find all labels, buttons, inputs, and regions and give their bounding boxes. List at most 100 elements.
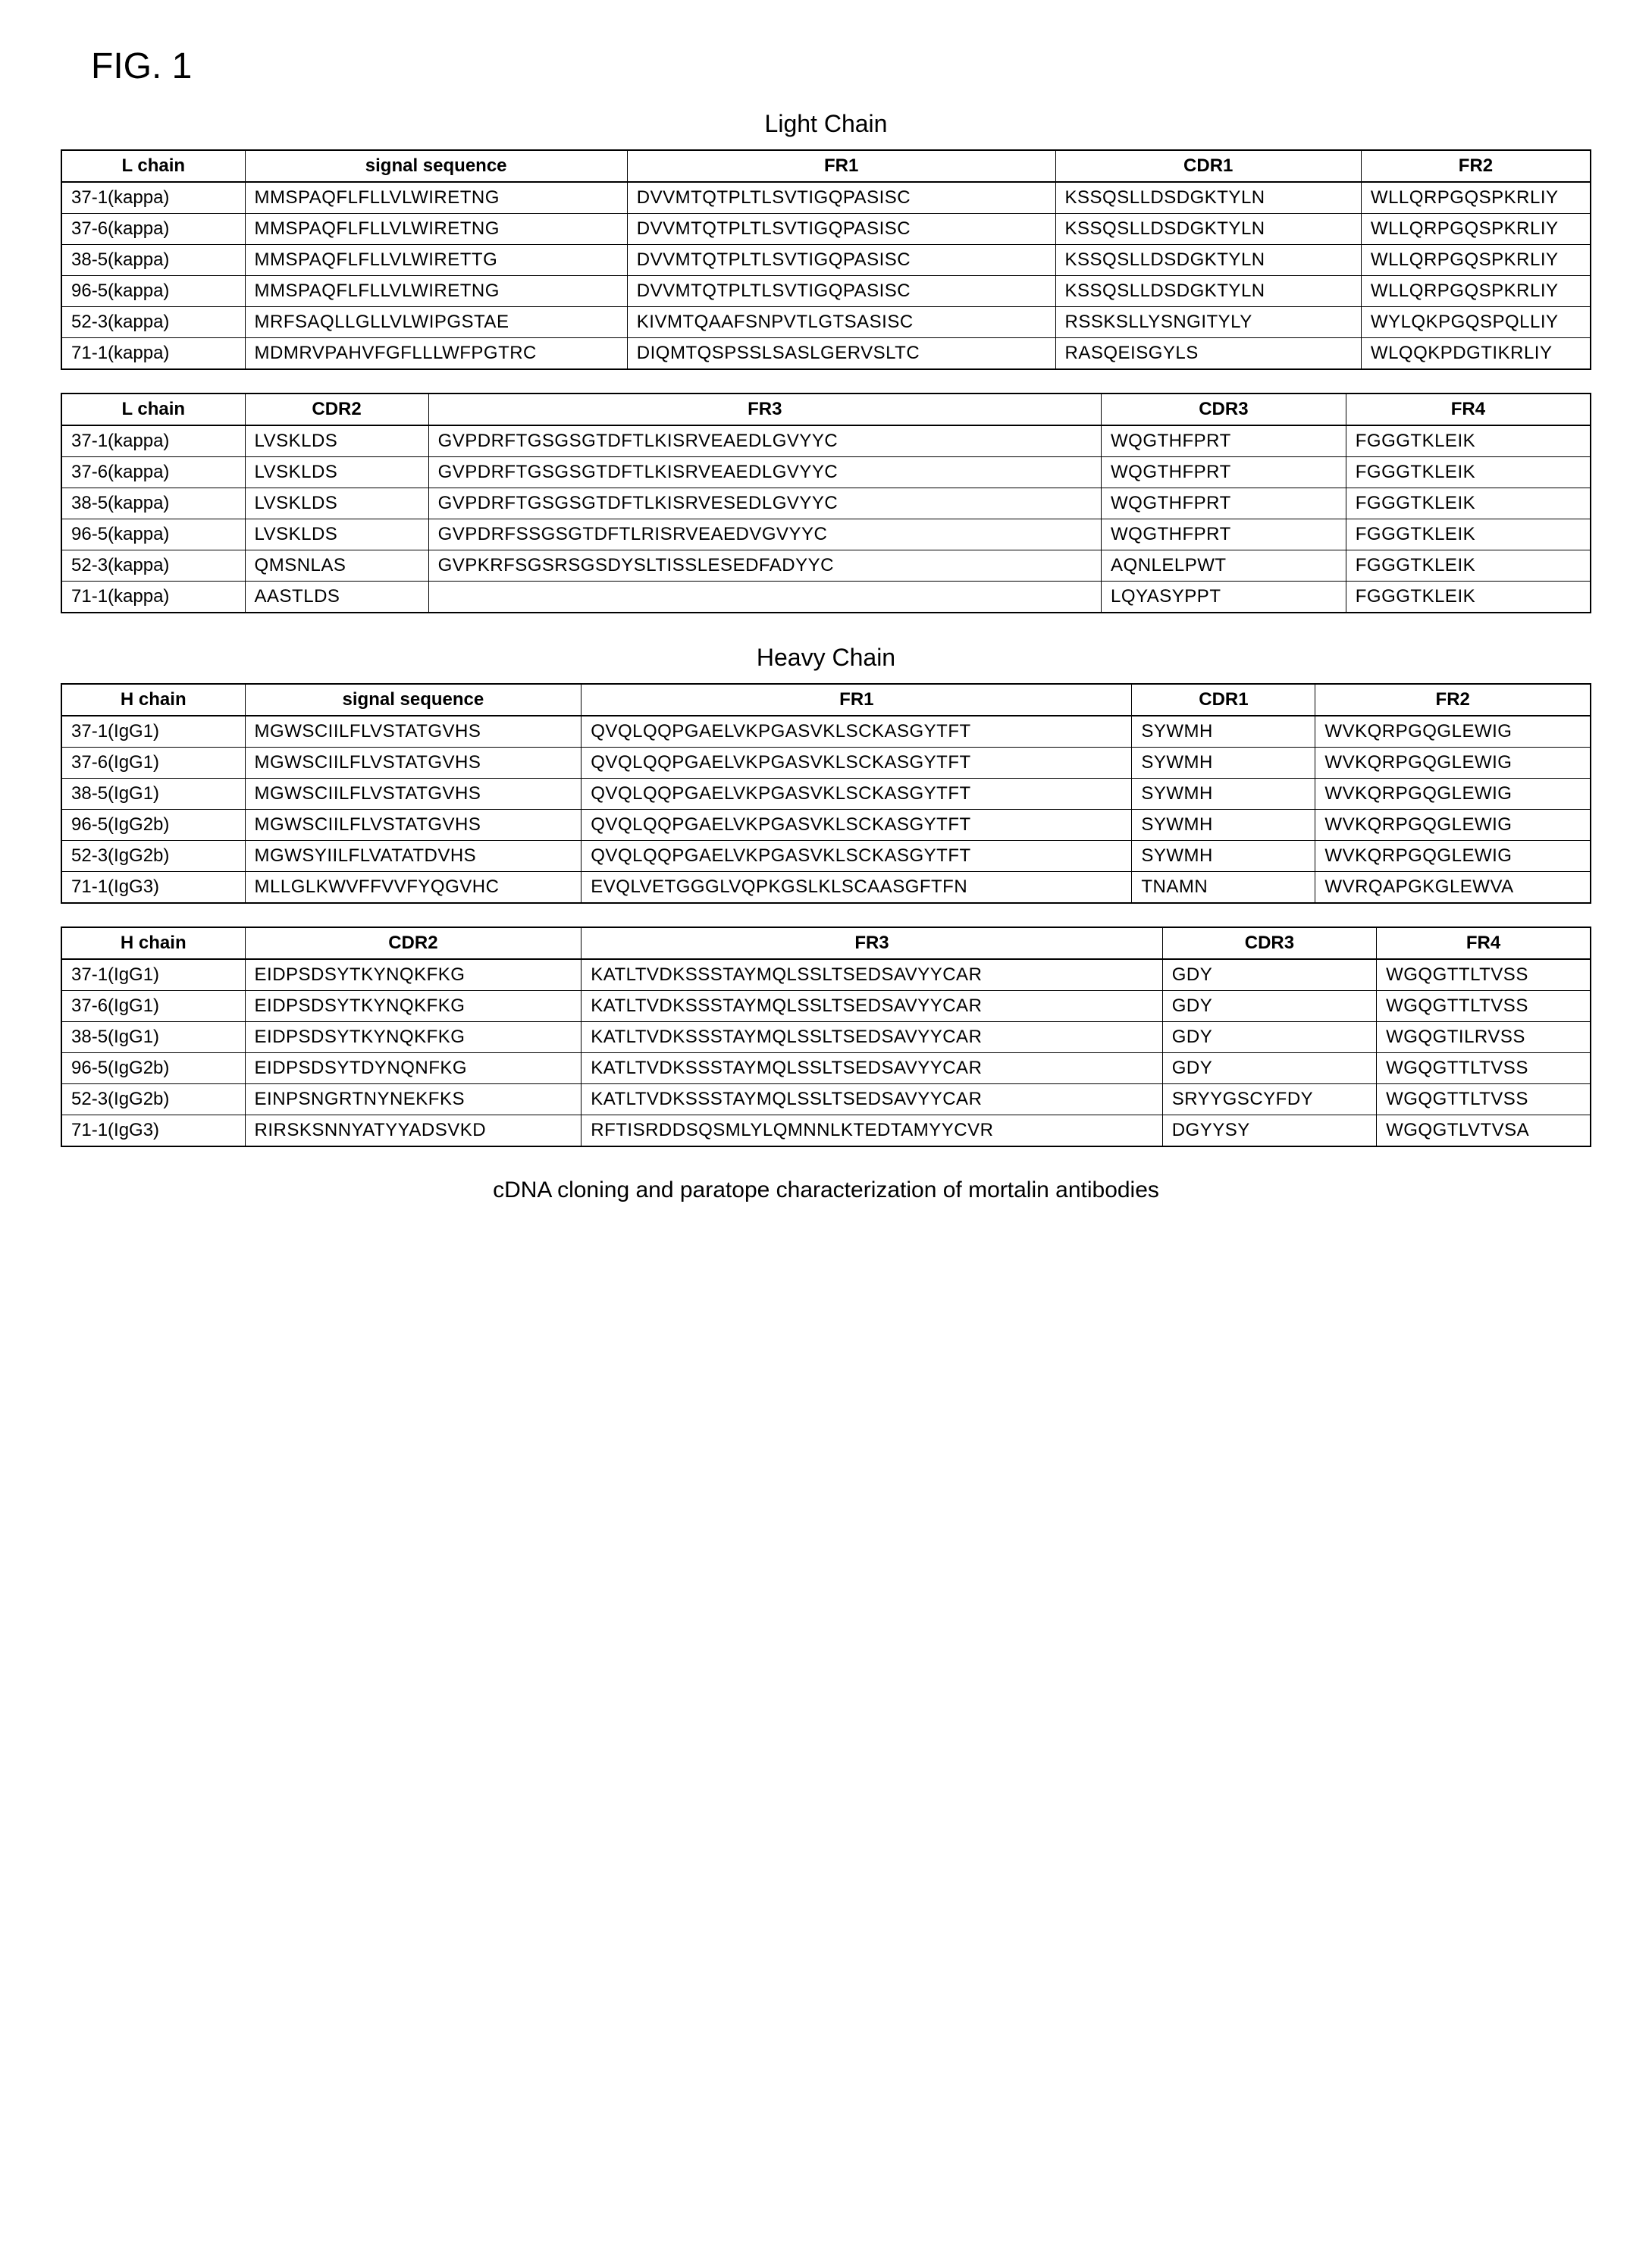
sequence-cell: WYLQKPGQSPQLLIY	[1361, 307, 1591, 338]
sequence-cell: GVPDRFSSGSGTDFTLRISRVEAEDVGVYYC	[428, 519, 1101, 550]
sequence-cell: MMSPAQFLFLLVLWIRETNG	[245, 276, 627, 307]
sequence-cell: WGQGTTLTVSS	[1377, 1053, 1591, 1084]
table-row: 96-5(kappa)LVSKLDSGVPDRFSSGSGTDFTLRISRVE…	[61, 519, 1591, 550]
table-header-row: L chainCDR2FR3CDR3FR4	[61, 394, 1591, 425]
sequence-cell: WLQQKPDGTIKRLIY	[1361, 338, 1591, 370]
sequence-cell: LVSKLDS	[245, 488, 428, 519]
sequence-cell: KATLTVDKSSSTAYMQLSSLTSEDSAVYYCAR	[581, 1084, 1162, 1115]
column-header: CDR1	[1055, 150, 1361, 182]
table-row: 38-5(IgG1)EIDPSDSYTKYNQKFKGKATLTVDKSSSTA…	[61, 1022, 1591, 1053]
sequence-cell: GDY	[1162, 959, 1376, 991]
column-header: FR4	[1346, 394, 1591, 425]
sequence-cell: GVPDRFTGSGSGTDFTLKISRVESEDLGVYYC	[428, 488, 1101, 519]
sequence-cell: FGGGTKLEIK	[1346, 550, 1591, 582]
table-row: 37-1(IgG1)EIDPSDSYTKYNQKFKGKATLTVDKSSSTA…	[61, 959, 1591, 991]
column-header: FR3	[581, 927, 1162, 959]
sequence-cell: WGQGTILRVSS	[1377, 1022, 1591, 1053]
sequence-cell: SYWMH	[1132, 779, 1315, 810]
heavy-chain-tables: H chainsignal sequenceFR1CDR1FR237-1(IgG…	[61, 683, 1591, 1147]
sequence-cell: QVQLQQPGAELVKPGASVKLSCKASGYTFT	[581, 841, 1132, 872]
sequence-cell: WGQGTTLTVSS	[1377, 1084, 1591, 1115]
sequence-cell: MMSPAQFLFLLVLWIRETNG	[245, 182, 627, 214]
sequence-cell: WLLQRPGQSPKRLIY	[1361, 245, 1591, 276]
chain-label-cell: 52-3(IgG2b)	[61, 841, 245, 872]
sequence-cell: LVSKLDS	[245, 519, 428, 550]
sequence-cell: SYWMH	[1132, 841, 1315, 872]
sequence-cell: SRYYGSCYFDY	[1162, 1084, 1376, 1115]
column-header: H chain	[61, 684, 245, 716]
heavy-table-2: H chainCDR2FR3CDR3FR437-1(IgG1)EIDPSDSYT…	[61, 927, 1591, 1147]
sequence-cell: MMSPAQFLFLLVLWIRETNG	[245, 214, 627, 245]
column-header: FR2	[1315, 684, 1591, 716]
sequence-cell: RASQEISGYLS	[1055, 338, 1361, 370]
column-header: L chain	[61, 150, 245, 182]
sequence-cell: KSSQSLLDSDGKTYLN	[1055, 214, 1361, 245]
sequence-cell: MLLGLKWVFFVVFYQGVHC	[245, 872, 581, 904]
sequence-cell: WGQGTLVTVSA	[1377, 1115, 1591, 1147]
sequence-cell: FGGGTKLEIK	[1346, 519, 1591, 550]
chain-label-cell: 38-5(IgG1)	[61, 779, 245, 810]
sequence-cell: KSSQSLLDSDGKTYLN	[1055, 276, 1361, 307]
table-row: 38-5(kappa)LVSKLDSGVPDRFTGSGSGTDFTLKISRV…	[61, 488, 1591, 519]
sequence-cell: WVKQRPGQGLEWIG	[1315, 748, 1591, 779]
sequence-cell: KATLTVDKSSSTAYMQLSSLTSEDSAVYYCAR	[581, 959, 1162, 991]
chain-label-cell: 52-3(kappa)	[61, 307, 245, 338]
table-row: 37-6(IgG1)MGWSCIILFLVSTATGVHSQVQLQQPGAEL…	[61, 748, 1591, 779]
light-chain-title: Light Chain	[61, 110, 1591, 138]
chain-label-cell: 38-5(kappa)	[61, 488, 245, 519]
chain-label-cell: 71-1(IgG3)	[61, 1115, 245, 1147]
table-row: 96-5(IgG2b)MGWSCIILFLVSTATGVHSQVQLQQPGAE…	[61, 810, 1591, 841]
column-header: CDR1	[1132, 684, 1315, 716]
chain-label-cell: 38-5(IgG1)	[61, 1022, 245, 1053]
chain-label-cell: 37-6(kappa)	[61, 214, 245, 245]
sequence-cell: WVKQRPGQGLEWIG	[1315, 779, 1591, 810]
chain-label-cell: 37-1(kappa)	[61, 425, 245, 457]
sequence-cell: MRFSAQLLGLLVLWIPGSTAE	[245, 307, 627, 338]
sequence-cell: FGGGTKLEIK	[1346, 425, 1591, 457]
table-header-row: L chainsignal sequenceFR1CDR1FR2	[61, 150, 1591, 182]
table-row: 37-1(kappa)MMSPAQFLFLLVLWIRETNGDVVMTQTPL…	[61, 182, 1591, 214]
sequence-cell: LVSKLDS	[245, 425, 428, 457]
sequence-cell: SYWMH	[1132, 810, 1315, 841]
sequence-cell: MMSPAQFLFLLVLWIRETTG	[245, 245, 627, 276]
chain-label-cell: 71-1(kappa)	[61, 338, 245, 370]
sequence-cell: WLLQRPGQSPKRLIY	[1361, 214, 1591, 245]
sequence-cell: AASTLDS	[245, 582, 428, 613]
sequence-cell: MGWSCIILFLVSTATGVHS	[245, 810, 581, 841]
table-row: 71-1(IgG3)MLLGLKWVFFVVFYQGVHCEVQLVETGGGL…	[61, 872, 1591, 904]
chain-label-cell: 37-1(IgG1)	[61, 716, 245, 748]
column-header: CDR2	[245, 927, 581, 959]
sequence-cell: KATLTVDKSSSTAYMQLSSLTSEDSAVYYCAR	[581, 1053, 1162, 1084]
column-header: CDR3	[1162, 927, 1376, 959]
sequence-cell: QVQLQQPGAELVKPGASVKLSCKASGYTFT	[581, 779, 1132, 810]
sequence-cell: EIDPSDSYTDYNQNFKG	[245, 1053, 581, 1084]
chain-label-cell: 37-1(IgG1)	[61, 959, 245, 991]
chain-label-cell: 71-1(IgG3)	[61, 872, 245, 904]
heavy-table-1: H chainsignal sequenceFR1CDR1FR237-1(IgG…	[61, 683, 1591, 904]
sequence-cell: DVVMTQTPLTLSVTIGQPASISC	[627, 245, 1055, 276]
sequence-cell: DIQMTQSPSSLSASLGERVSLTC	[627, 338, 1055, 370]
chain-label-cell: 52-3(kappa)	[61, 550, 245, 582]
sequence-cell	[428, 582, 1101, 613]
heavy-chain-title: Heavy Chain	[61, 644, 1591, 672]
sequence-cell: KATLTVDKSSSTAYMQLSSLTSEDSAVYYCAR	[581, 991, 1162, 1022]
sequence-cell: MGWSYIILFLVATATDVHS	[245, 841, 581, 872]
sequence-cell: MDMRVPAHVFGFLLLWFPGTRC	[245, 338, 627, 370]
sequence-cell: FGGGTKLEIK	[1346, 582, 1591, 613]
light-table-1: L chainsignal sequenceFR1CDR1FR237-1(kap…	[61, 149, 1591, 370]
column-header: signal sequence	[245, 684, 581, 716]
sequence-cell: EVQLVETGGGLVQPKGSLKLSCAASGFTFN	[581, 872, 1132, 904]
sequence-cell: WGQGTTLTVSS	[1377, 991, 1591, 1022]
sequence-cell: WQGTHFPRT	[1102, 488, 1346, 519]
table-row: 96-5(IgG2b)EIDPSDSYTDYNQNFKGKATLTVDKSSST…	[61, 1053, 1591, 1084]
figure-caption: cDNA cloning and paratope characterizati…	[61, 1177, 1591, 1203]
sequence-cell: TNAMN	[1132, 872, 1315, 904]
chain-label-cell: 37-6(kappa)	[61, 457, 245, 488]
sequence-cell: DVVMTQTPLTLSVTIGQPASISC	[627, 214, 1055, 245]
sequence-cell: GVPKRFSGSRSGSDYSLTISSLESEDFADYYC	[428, 550, 1101, 582]
sequence-cell: RFTISRDDSQSMLYLQMNNLKTEDTAMYYCVR	[581, 1115, 1162, 1147]
sequence-cell: KSSQSLLDSDGKTYLN	[1055, 182, 1361, 214]
table-row: 52-3(kappa)QMSNLASGVPKRFSGSRSGSDYSLTISSL…	[61, 550, 1591, 582]
column-header: FR4	[1377, 927, 1591, 959]
column-header: FR3	[428, 394, 1101, 425]
